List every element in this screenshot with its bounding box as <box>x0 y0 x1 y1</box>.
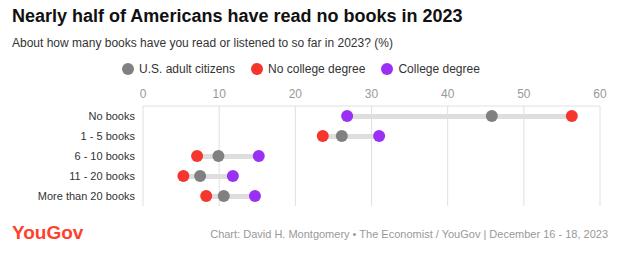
svg-text:More than 20 books: More than 20 books <box>38 190 136 202</box>
html-text:YouGov: YouGov <box>12 222 84 243</box>
svg-text:10: 10 <box>212 87 226 101</box>
html-text:U.S. adult citizens: U.S. adult citizens <box>139 62 235 76</box>
svg-text:40: 40 <box>441 87 455 101</box>
svg-text:20: 20 <box>289 87 303 101</box>
svg-text:50: 50 <box>517 87 531 101</box>
svg-text:0: 0 <box>140 87 147 101</box>
svg-text:60: 60 <box>593 87 607 101</box>
html-text:No college degree: No college degree <box>268 62 366 76</box>
svg-text:1 - 5 books: 1 - 5 books <box>81 130 136 142</box>
html-text:College degree: College degree <box>398 62 480 76</box>
svg-text:6 - 10 books: 6 - 10 books <box>74 150 135 162</box>
svg-text:11 - 20 books: 11 - 20 books <box>69 170 135 182</box>
html-text:About how many books have you: About how many books have you read or li… <box>12 36 393 50</box>
svg-text:No books: No books <box>89 110 136 122</box>
html-text:Nearly half of Americans have: Nearly half of Americans have read no bo… <box>12 6 463 26</box>
html-text:Chart: David H. Montgomery • T: Chart: David H. Montgomery • The Economi… <box>210 228 608 240</box>
svg-text:30: 30 <box>365 87 379 101</box>
